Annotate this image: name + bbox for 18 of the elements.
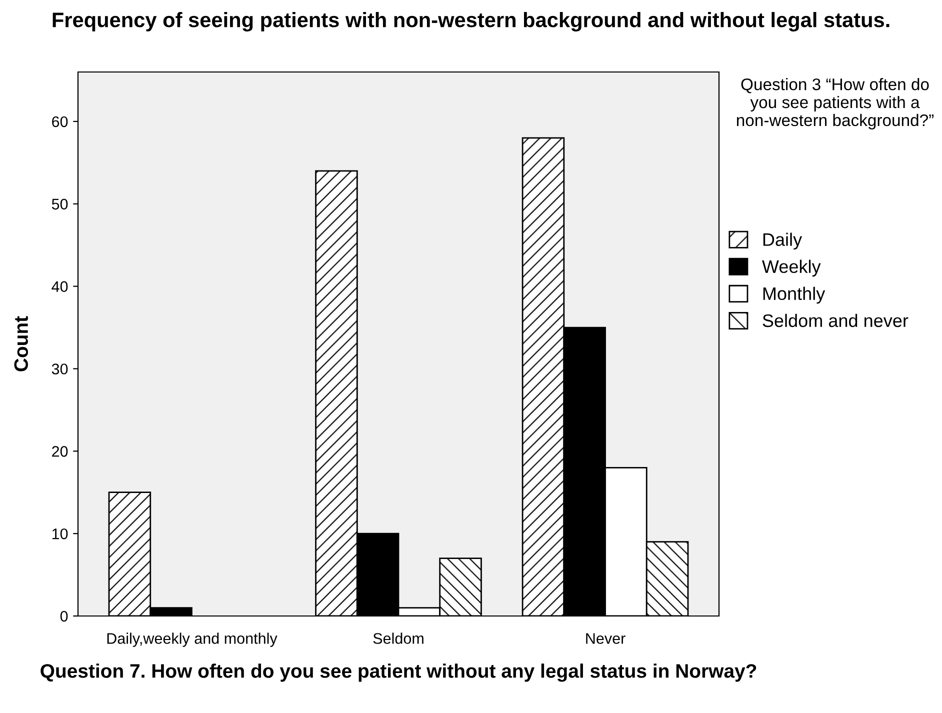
y-tick-label: 60 (52, 116, 68, 128)
y-tick-label: 10 (52, 528, 68, 540)
text: Daily (763, 232, 802, 250)
y-tick-label: 20 (52, 446, 68, 457)
y-axis-title: Count (14, 316, 28, 372)
x-tick-label: Seldom (373, 632, 424, 644)
y-tick-label: 50 (52, 198, 68, 210)
legend-label: Monthly (763, 286, 826, 304)
legend-label: Weekly (762, 260, 821, 277)
x-tick-label: Daily,weekly and monthly (107, 632, 278, 647)
y-tick-label: 40 (52, 281, 68, 292)
y-tick-label: 30 (52, 364, 68, 374)
x-tick-label: Never (586, 633, 626, 644)
x-axis-title: Question 7. How often do you see patient without any legal status in Norway? (40, 664, 756, 682)
y-tick-label: 0 (60, 610, 68, 622)
text: Seldom and never (762, 314, 908, 328)
chart-title: Frequency of seeing patients with non-western background and without legal status. (52, 12, 890, 32)
legend-title: Question 3 “How often do you see patients with a non-western background?” (736, 78, 934, 130)
